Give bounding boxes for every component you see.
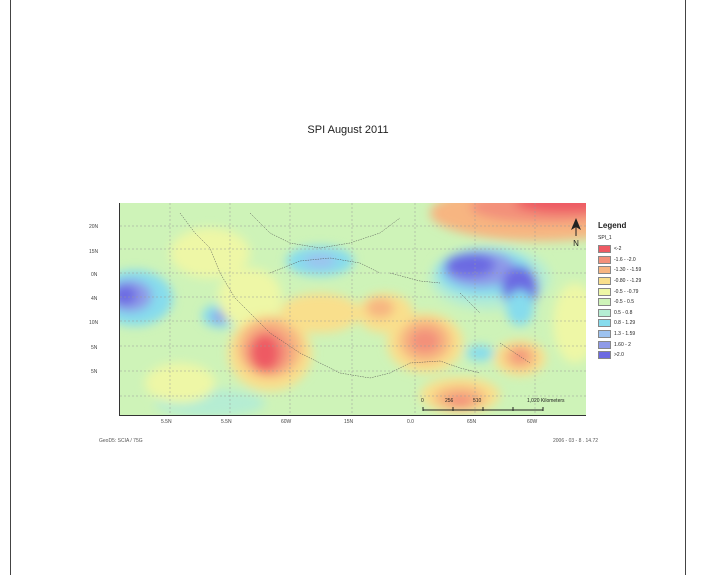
lat-label: 10N [89, 320, 99, 326]
spi-contour-map [120, 203, 586, 415]
lat-label: 4N [91, 296, 98, 302]
legend-item: -0.5 - 0.5 [598, 297, 641, 308]
legend-item: 1.60 - 2 [598, 339, 641, 350]
scale-tick: 510 [473, 398, 482, 404]
legend-swatch [598, 340, 611, 349]
lon-label: 60W [527, 419, 538, 425]
spi-map[interactable] [119, 203, 586, 416]
legend-item: 1.3 - 1.59 [598, 329, 641, 340]
scale-tick: 1,020 Kilometers [527, 398, 565, 404]
lon-label: 5.5N [221, 419, 232, 425]
lat-label: 15N [89, 249, 99, 255]
lat-label: 20N [89, 224, 99, 230]
map-layout-page: SPI August 2011 [10, 0, 686, 575]
lon-label: 0.0 [407, 419, 414, 425]
legend-field: SPI_1 [598, 235, 612, 241]
map-title: SPI August 2011 [307, 124, 389, 136]
legend-swatch [598, 277, 611, 286]
legend-item: 0.5 - 0.8 [598, 308, 641, 319]
scale-tick: 256 [445, 398, 454, 404]
map-legend: Legend SPI_1 <-2 -1.6 - -2.0 -1.30 - -1.59… [598, 221, 641, 361]
footer-left: GeoD5: SCIA / 75G [99, 438, 143, 444]
lat-label: 5N [91, 345, 98, 351]
lon-label: 65N [467, 419, 477, 425]
footer-right: 2006 - 03 - 8 . 14.72 [553, 438, 599, 444]
lon-label: 15N [344, 419, 354, 425]
legend-label: >2.0 [614, 352, 624, 359]
legend-label: -1.6 - -2.0 [614, 256, 636, 263]
legend-swatch [598, 298, 611, 307]
legend-label: <-2 [614, 246, 622, 253]
legend-swatch [598, 351, 611, 360]
scale-bar: 0 256 510 1,020 Kilometers [421, 398, 579, 412]
legend-label: -0.5 - -0.79 [614, 288, 639, 295]
north-arrow-icon: N [570, 218, 582, 250]
lon-label: 5.5N [161, 419, 172, 425]
legend-label: 1.60 - 2 [614, 341, 631, 348]
scale-tick: 0 [421, 398, 424, 404]
legend-swatch [598, 330, 611, 339]
legend-item: 0.8 - 1.29 [598, 318, 641, 329]
legend-item: -1.6 - -2.0 [598, 255, 641, 266]
north-label: N [573, 239, 579, 248]
lat-label: 0N [91, 272, 98, 278]
legend-swatch [598, 245, 611, 254]
legend-item: <-2 [598, 244, 641, 255]
legend-label: -0.80 - -1.29 [614, 278, 642, 285]
legend-swatch [598, 266, 611, 275]
legend-swatch [598, 319, 611, 328]
lon-label: 60W [281, 419, 292, 425]
legend-label: 1.3 - 1.59 [614, 331, 636, 338]
legend-swatch [598, 255, 611, 264]
legend-heading: Legend [598, 221, 627, 230]
legend-label: -1.30 - -1.59 [614, 267, 642, 274]
legend-swatch [598, 287, 611, 296]
legend-item: >2.0 [598, 350, 641, 361]
legend-swatch [598, 308, 611, 317]
lat-label: 5N [91, 369, 98, 375]
legend-label: 0.5 - 0.8 [614, 309, 633, 316]
legend-label: 0.8 - 1.29 [614, 320, 636, 327]
legend-item: -1.30 - -1.59 [598, 265, 641, 276]
legend-label: -0.5 - 0.5 [614, 299, 635, 306]
legend-item: -0.5 - -0.79 [598, 286, 641, 297]
legend-item: -0.80 - -1.29 [598, 276, 641, 287]
